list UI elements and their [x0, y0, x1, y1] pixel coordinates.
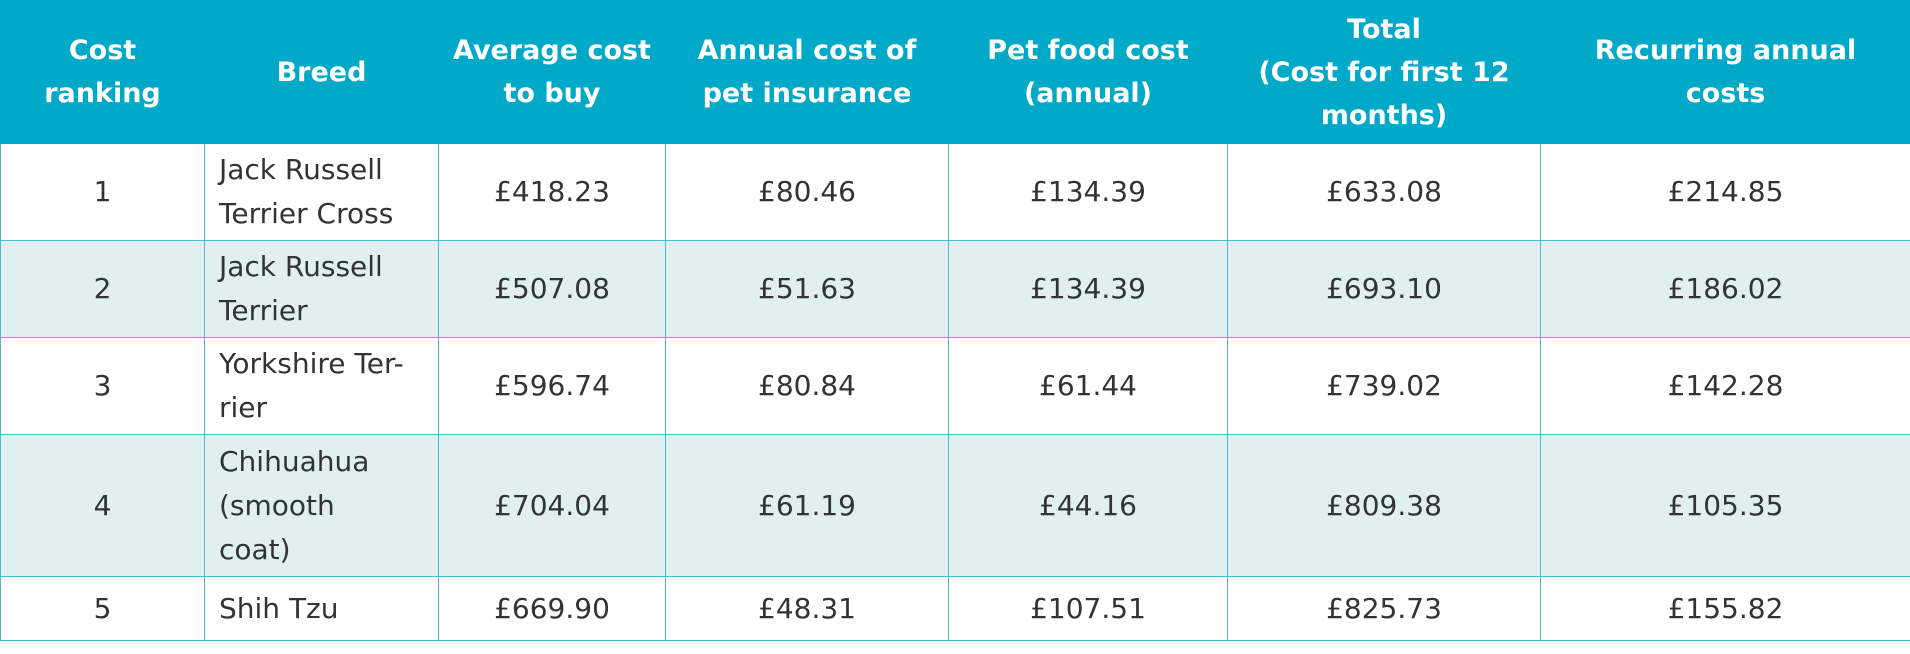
cell-recurring: £186.02: [1540, 240, 1910, 338]
cell-insurance: £48.31: [665, 576, 949, 641]
table-header: Cost ranking Breed Average cost to buy A…: [0, 0, 1910, 144]
cell-average-cost: £704.04: [438, 434, 666, 577]
table-row: 5 Shih Tzu £669.90 £48.31 £107.51 £825.7…: [0, 576, 1910, 641]
cell-rank: 5: [0, 576, 205, 641]
column-header-insurance: Annual cost of pet insurance: [665, 0, 949, 144]
header-row: Cost ranking Breed Average cost to buy A…: [0, 0, 1910, 144]
column-header-cost-ranking: Cost ranking: [0, 0, 205, 144]
table-body: 1 Jack Russell Terrier Cross £418.23 £80…: [0, 143, 1910, 641]
table-row: 1 Jack Russell Terrier Cross £418.23 £80…: [0, 143, 1910, 241]
column-header-recurring: Recurring annual costs: [1540, 0, 1910, 144]
table-row: 2 Jack Russell Terrier £507.08 £51.63 £1…: [0, 240, 1910, 338]
cell-pet-food: £44.16: [948, 434, 1228, 577]
column-header-breed: Breed: [204, 0, 439, 144]
cell-pet-food: £134.39: [948, 143, 1228, 241]
table-row: 3 Yorkshire Ter- rier £596.74 £80.84 £61…: [0, 337, 1910, 435]
cell-insurance: £61.19: [665, 434, 949, 577]
cell-recurring: £105.35: [1540, 434, 1910, 577]
cell-total: £809.38: [1227, 434, 1541, 577]
cell-recurring: £142.28: [1540, 337, 1910, 435]
cell-rank: 3: [0, 337, 205, 435]
cell-pet-food: £134.39: [948, 240, 1228, 338]
cell-rank: 2: [0, 240, 205, 338]
column-header-average-cost: Average cost to buy: [438, 0, 666, 144]
cell-breed: Jack Russell Terrier Cross: [204, 143, 439, 241]
cell-total: £739.02: [1227, 337, 1541, 435]
table-row: 4 Chihuahua (smooth coat) £704.04 £61.19…: [0, 434, 1910, 577]
cell-breed: Chihuahua (smooth coat): [204, 434, 439, 577]
cell-breed: Jack Russell Terrier: [204, 240, 439, 338]
cell-insurance: £80.46: [665, 143, 949, 241]
cell-total: £825.73: [1227, 576, 1541, 641]
cell-average-cost: £596.74: [438, 337, 666, 435]
cell-recurring: £214.85: [1540, 143, 1910, 241]
cell-insurance: £80.84: [665, 337, 949, 435]
cell-breed: Yorkshire Ter- rier: [204, 337, 439, 435]
cell-total: £693.10: [1227, 240, 1541, 338]
cell-total: £633.08: [1227, 143, 1541, 241]
cell-rank: 4: [0, 434, 205, 577]
cell-pet-food: £107.51: [948, 576, 1228, 641]
cell-pet-food: £61.44: [948, 337, 1228, 435]
cell-recurring: £155.82: [1540, 576, 1910, 641]
column-header-total: Total (Cost for first 12 months): [1227, 0, 1541, 144]
column-header-pet-food: Pet food cost (annual): [948, 0, 1228, 144]
cell-average-cost: £507.08: [438, 240, 666, 338]
cell-average-cost: £418.23: [438, 143, 666, 241]
cell-average-cost: £669.90: [438, 576, 666, 641]
cell-insurance: £51.63: [665, 240, 949, 338]
cell-rank: 1: [0, 143, 205, 241]
cell-breed: Shih Tzu: [204, 576, 439, 641]
